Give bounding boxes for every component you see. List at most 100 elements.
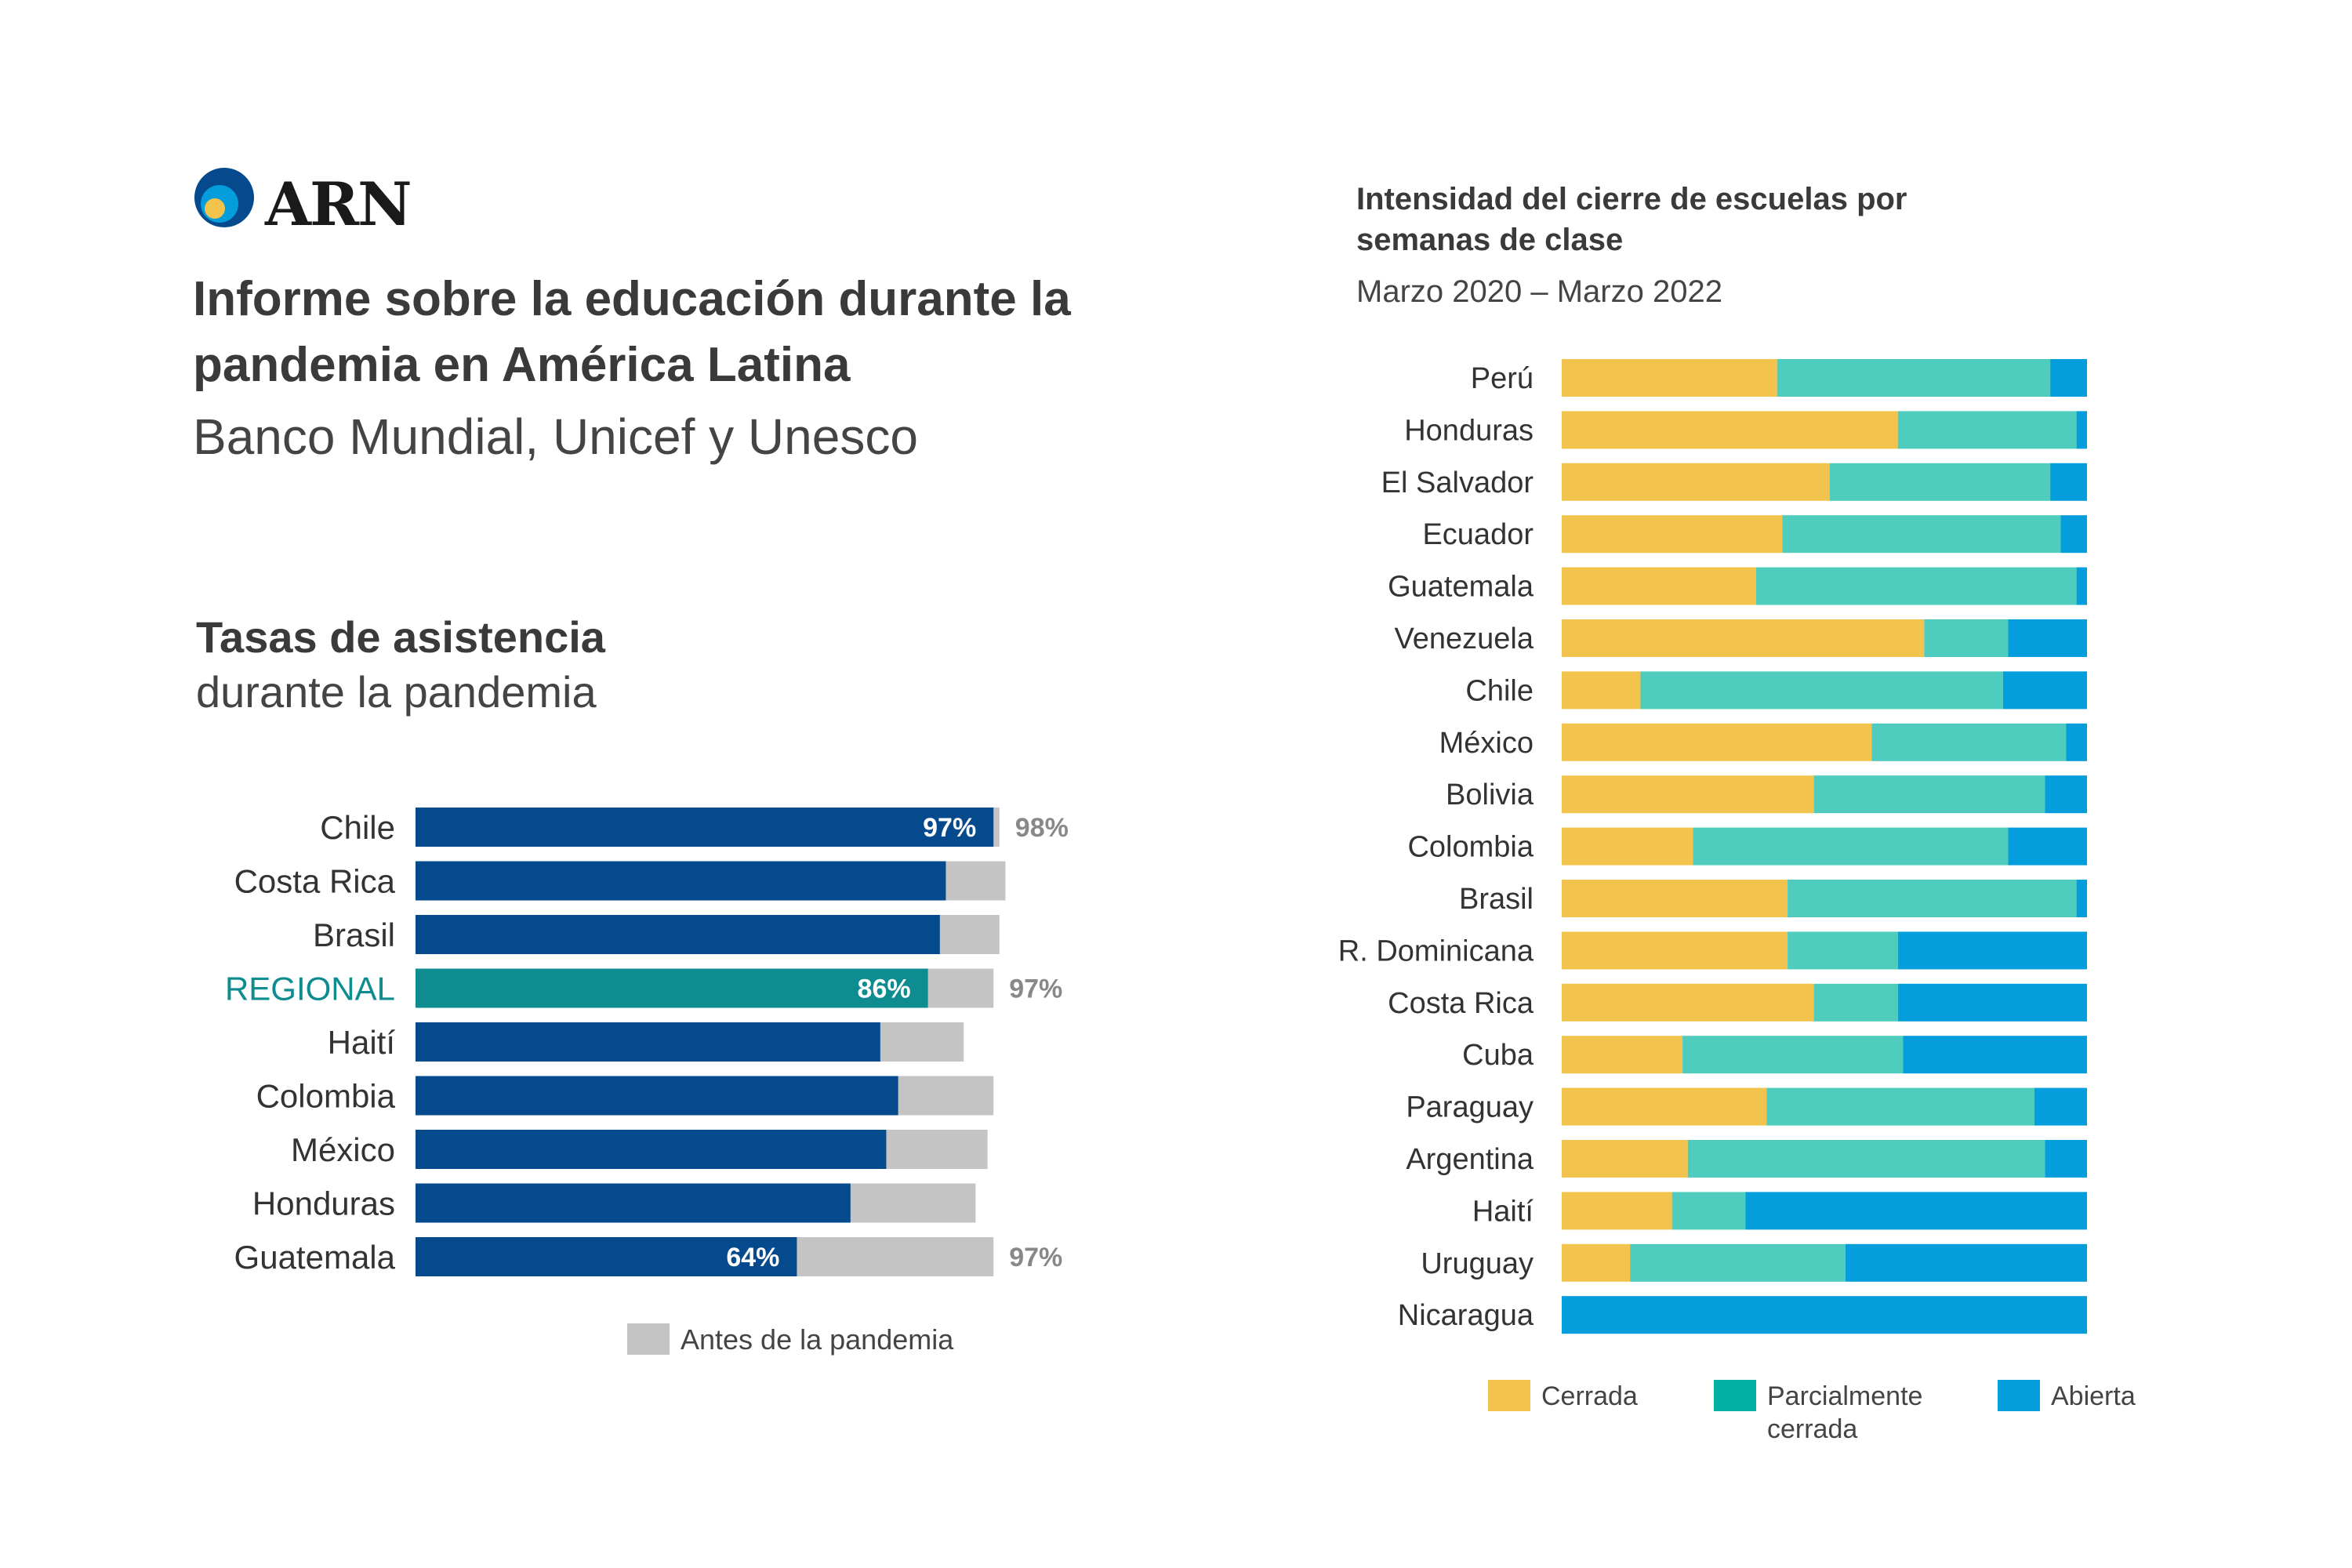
segment-closed-paraguay: [1562, 1087, 1767, 1126]
legend-swatch-closed: [1488, 1380, 1530, 1411]
closure-chart-subtitle: Marzo 2020 – Marzo 2022: [1356, 274, 1722, 309]
category-label-haiti: Haití: [328, 1024, 396, 1061]
segment-partial-colombia: [1693, 827, 2009, 866]
segment-partial-honduras: [1897, 411, 2077, 449]
attendance-bar-chart: Chile 97% 98% Costa Rica Brasil REGIONAL 86% 97…: [225, 808, 1069, 1276]
data-label-during-regional: 86%: [858, 975, 911, 1004]
page-title: Informe sobre la educación durante la pa…: [193, 272, 1071, 392]
attendance-chart-subtitle: durante la pandemia: [196, 667, 597, 717]
segment-partial-costa-rica: [1813, 983, 1898, 1022]
country-label-haiti: Haití: [1472, 1195, 1534, 1228]
segment-partial-haiti: [1671, 1192, 1746, 1230]
closure-chart-title: Intensidad del cierre de escuelas por se…: [1356, 182, 1907, 257]
page-subtitle: Banco Mundial, Unicef y Unesco: [193, 408, 918, 465]
legend-closed: Cerrada: [1488, 1380, 1638, 1413]
segment-partial-guatemala: [1755, 567, 2077, 605]
segment-partial-venezuela: [1924, 619, 2009, 657]
segment-partial-ecuador: [1782, 515, 2061, 554]
segment-partial-r-dominicana: [1788, 931, 1898, 970]
segment-open-ecuador: [2060, 515, 2087, 554]
segment-closed-bolivia: [1562, 775, 1814, 814]
segment-open-brasil: [2076, 880, 2087, 917]
legend-label-before: Antes de la pandemia: [681, 1323, 954, 1356]
segment-open-haiti: [1745, 1192, 2087, 1230]
logo-circles-icon: [194, 168, 254, 227]
country-label-honduras: Honduras: [1404, 414, 1534, 447]
country-label-peru: Perú: [1471, 362, 1534, 395]
segment-partial-cuba: [1682, 1036, 1904, 1074]
segment-closed-uruguay: [1562, 1243, 1631, 1282]
bar-during-mexico: [416, 1130, 887, 1169]
segment-partial-chile: [1640, 671, 2003, 710]
category-label-guatemala: Guatemala: [234, 1239, 396, 1276]
segment-partial-bolivia: [1813, 775, 2045, 814]
segment-open-honduras: [2076, 411, 2087, 449]
country-label-venezuela: Venezuela: [1395, 622, 1534, 655]
country-label-argentina: Argentina: [1406, 1143, 1534, 1176]
legend-swatch-open: [1998, 1380, 2040, 1411]
bar-during-colombia: [416, 1076, 898, 1116]
segment-open-costa-rica: [1897, 983, 2087, 1022]
legend-open: Abierta: [1998, 1380, 2136, 1413]
category-label-regional: REGIONAL: [225, 971, 395, 1007]
data-label-before-guatemala: 97%: [1009, 1243, 1062, 1272]
segment-closed-guatemala: [1562, 567, 1756, 605]
country-label-uruguay: Uruguay: [1421, 1247, 1534, 1280]
category-label-chile: Chile: [320, 809, 395, 846]
segment-partial-mexico: [1871, 723, 2067, 761]
legend-label-closed: Cerrada: [1541, 1381, 1638, 1411]
segment-closed-mexico: [1562, 723, 1872, 761]
attendance-chart-title: Tasas de asistencia: [196, 612, 605, 662]
segment-open-el-salvador: [2050, 463, 2087, 501]
segment-closed-venezuela: [1562, 619, 1925, 657]
segment-open-uruguay: [1845, 1243, 2087, 1282]
country-label-ecuador: Ecuador: [1422, 518, 1534, 551]
segment-open-guatemala: [2076, 567, 2087, 605]
legend-before-pandemic: Antes de la pandemia: [627, 1323, 953, 1356]
bar-during-costa-rica: [416, 861, 946, 901]
country-label-nicaragua: Nicaragua: [1398, 1299, 1534, 1332]
segment-partial-el-salvador: [1829, 463, 2051, 501]
legend-swatch-before: [627, 1323, 670, 1355]
school-closure-stacked-chart: Perú Honduras El Salvador Ecuador Guatemala V…: [1338, 359, 2087, 1334]
segment-partial-argentina: [1687, 1140, 2045, 1178]
category-label-costa-rica: Costa Rica: [234, 863, 396, 900]
country-label-guatemala: Guatemala: [1388, 571, 1534, 604]
bar-during-chile: [416, 808, 994, 847]
country-label-r-dominicana: R. Dominicana: [1338, 935, 1534, 967]
country-label-bolivia: Bolivia: [1446, 779, 1534, 811]
segment-open-r-dominicana: [1897, 931, 2087, 970]
data-label-before-chile: 98%: [1015, 813, 1069, 843]
data-label-before-regional: 97%: [1009, 975, 1062, 1004]
segment-closed-cuba: [1562, 1036, 1683, 1074]
segment-closed-honduras: [1562, 411, 1898, 449]
country-label-mexico: México: [1439, 727, 1534, 760]
segment-open-peru: [2050, 359, 2087, 397]
country-label-brasil: Brasil: [1459, 883, 1534, 916]
segment-open-bolivia: [2045, 775, 2087, 814]
segment-closed-chile: [1562, 671, 1641, 710]
bar-during-brasil: [416, 915, 940, 954]
segment-open-chile: [2002, 671, 2087, 710]
segment-open-argentina: [2045, 1140, 2087, 1178]
country-label-colombia: Colombia: [1407, 831, 1534, 864]
legend-label-open: Abierta: [2051, 1381, 2136, 1411]
segment-closed-el-salvador: [1562, 463, 1830, 501]
country-label-chile: Chile: [1465, 674, 1534, 707]
logo-text: ARN: [265, 169, 412, 239]
segment-closed-peru: [1562, 359, 1777, 397]
bar-during-honduras: [416, 1183, 851, 1223]
segment-open-colombia: [2008, 827, 2087, 866]
segment-partial-uruguay: [1630, 1243, 1846, 1282]
bar-during-guatemala: [416, 1237, 797, 1276]
bar-during-haiti: [416, 1022, 880, 1062]
bar-during-regional: [416, 968, 928, 1008]
country-label-costa-rica: Costa Rica: [1388, 987, 1534, 1020]
legend-label-partial: Parcialmente cerrada: [1767, 1381, 1923, 1444]
legend-partial: Parcialmente cerrada: [1714, 1380, 1947, 1446]
country-label-cuba: Cuba: [1462, 1039, 1534, 1072]
segment-closed-haiti: [1562, 1192, 1672, 1230]
segment-closed-costa-rica: [1562, 983, 1814, 1022]
segment-closed-ecuador: [1562, 515, 1783, 554]
arn-logo: ARN: [193, 166, 428, 239]
